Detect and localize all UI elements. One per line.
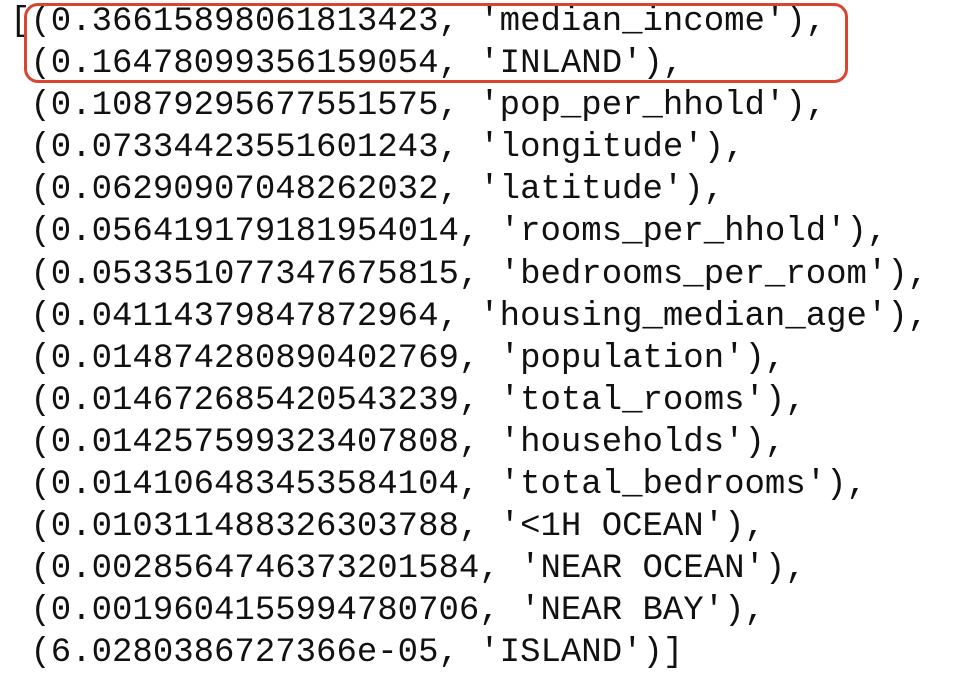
output-line: (0.056419179181954014, 'rooms_per_hhold'… — [10, 213, 888, 252]
output-line: (0.16478099356159054, 'INLAND'), — [10, 45, 684, 84]
output-line: (0.0019604155994780706, 'NEAR BAY'), — [10, 592, 765, 631]
output-line: (0.014106483453584104, 'total_bedrooms')… — [10, 466, 867, 505]
output-line: (0.04114379847872964, 'housing_median_ag… — [10, 297, 929, 336]
highlight-box — [24, 3, 848, 83]
output-line: (0.0028564746373201584, 'NEAR OCEAN'), — [10, 550, 806, 589]
output-line: (6.0280386727366e-05, 'ISLAND')] — [10, 634, 684, 673]
output-line: (0.014257599323407808, 'households'), — [10, 423, 786, 462]
output-line: (0.010311488326303788, '<1H OCEAN'), — [10, 508, 765, 547]
output-line: [(0.36615898061813423, 'median_income'), — [10, 3, 827, 41]
output-line: (0.014672685420543239, 'total_rooms'), — [10, 381, 806, 420]
code-output: [(0.36615898061813423, 'median_income'),… — [10, 1, 928, 675]
output-line: (0.07334423551601243, 'longitude'), — [10, 129, 745, 168]
output-line: (0.06290907048262032, 'latitude'), — [10, 171, 725, 210]
output-line: (0.10879295677551575, 'pop_per_hhold'), — [10, 87, 827, 126]
output-line: (0.014874280890402769, 'population'), — [10, 339, 786, 378]
output-line: (0.053351077347675815, 'bedrooms_per_roo… — [10, 255, 929, 294]
